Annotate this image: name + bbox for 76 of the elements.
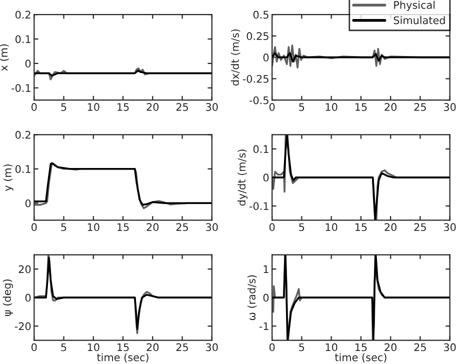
y-tick-label: 1 xyxy=(264,265,268,274)
x-tick-label: 0 xyxy=(269,343,275,352)
y-tick-label: 0.5 xyxy=(253,10,268,19)
y-tick-label: 0 xyxy=(25,294,31,302)
x-tick-label: 5 xyxy=(61,103,66,111)
x-tick-label: 25 xyxy=(176,343,188,352)
x-tick-label: 10 xyxy=(88,223,100,232)
x-tick-label: 5 xyxy=(299,343,304,352)
x-tick-label: 30 xyxy=(444,103,456,111)
x-tick-label: 20 xyxy=(384,223,397,232)
x-tick-label: 20 xyxy=(146,103,159,111)
y-tick-label: 0.1 xyxy=(15,35,30,44)
y-tick-label: 0 xyxy=(263,54,269,62)
y-tick-label: -0.25 xyxy=(242,74,268,83)
y-tick-label: 0 xyxy=(263,174,269,182)
x-tick-label: 30 xyxy=(206,343,218,352)
x-tick-label: 10 xyxy=(326,343,338,352)
y-axis-title: x (m) xyxy=(0,44,9,71)
x-tick-label: 25 xyxy=(176,103,188,111)
y-tick-label: -0.1 xyxy=(12,84,30,92)
x-tick-label: 25 xyxy=(414,103,426,111)
x-tick-label: 25 xyxy=(414,223,426,232)
y-tick-label: -0.1 xyxy=(249,202,268,210)
x-tick-label: 15 xyxy=(355,343,367,352)
x-tick-label: 10 xyxy=(88,103,100,111)
x-tick-label: 0 xyxy=(32,103,37,111)
x-tick-label: 15 xyxy=(355,103,367,111)
x-tick-label: 20 xyxy=(146,343,159,352)
x-tick-label: 0 xyxy=(269,223,275,232)
x-tick-label: 25 xyxy=(414,343,426,352)
y-tick-label: 20 xyxy=(18,265,31,274)
x-tick-label: 0 xyxy=(269,103,275,111)
text: Simulated xyxy=(394,16,445,24)
y-tick-label: -0.5 xyxy=(249,96,268,104)
line-series xyxy=(272,134,450,220)
y-axis-title: dy/dt (m/s) xyxy=(238,150,248,206)
x-tick-label: 15 xyxy=(118,103,129,111)
x-tick-label: 30 xyxy=(444,343,456,352)
x-tick-label: 10 xyxy=(326,103,338,111)
y-tick-label: 0.25 xyxy=(246,32,268,40)
line-series xyxy=(272,52,450,63)
x-tick-label: 10 xyxy=(88,343,100,352)
x-axis-title: time (sec) xyxy=(97,353,148,362)
y-axis-title: y (m) xyxy=(3,164,14,192)
x-tick-label: 5 xyxy=(299,223,304,232)
x-tick-label: 15 xyxy=(118,223,129,232)
x-tick-label: 5 xyxy=(299,103,304,111)
x-tick-label: 15 xyxy=(355,223,367,232)
x-tick-label: 15 xyxy=(118,343,129,352)
x-tick-label: 20 xyxy=(384,103,397,111)
y-axis-title: dx/dt (m/s) xyxy=(230,29,240,86)
x-tick-label: 5 xyxy=(61,343,66,352)
x-tick-label: 0 xyxy=(32,223,37,232)
legend-label: Physical xyxy=(394,0,435,11)
x-tick-label: 20 xyxy=(384,343,397,352)
x-tick-label: 25 xyxy=(176,223,188,232)
y-tick-label: 0 xyxy=(25,199,31,208)
x-tick-label: 20 xyxy=(146,223,159,232)
y-axis-title: ψ (deg) xyxy=(2,279,13,316)
y-tick-label: -20 xyxy=(14,322,31,330)
x-axis-title: time (sec) xyxy=(334,353,386,362)
y-tick-label: 0.2 xyxy=(15,10,30,19)
y-tick-label: 0.2 xyxy=(15,130,30,139)
x-tick-label: 0 xyxy=(32,343,37,352)
y-tick-label: 0.1 xyxy=(253,145,268,154)
y-tick-label: 0 xyxy=(25,60,31,68)
y-axis-title: ω (rad/s) xyxy=(247,275,257,320)
line-series xyxy=(272,254,450,340)
y-tick-label: -1 xyxy=(259,322,268,330)
y-tick-label: 0.1 xyxy=(15,165,30,173)
x-tick-label: 30 xyxy=(206,103,218,111)
x-tick-label: 30 xyxy=(444,223,456,232)
x-tick-label: 10 xyxy=(326,223,338,232)
y-tick-label: 0 xyxy=(263,294,269,302)
x-tick-label: 30 xyxy=(206,223,218,232)
x-tick-label: 5 xyxy=(61,223,66,232)
